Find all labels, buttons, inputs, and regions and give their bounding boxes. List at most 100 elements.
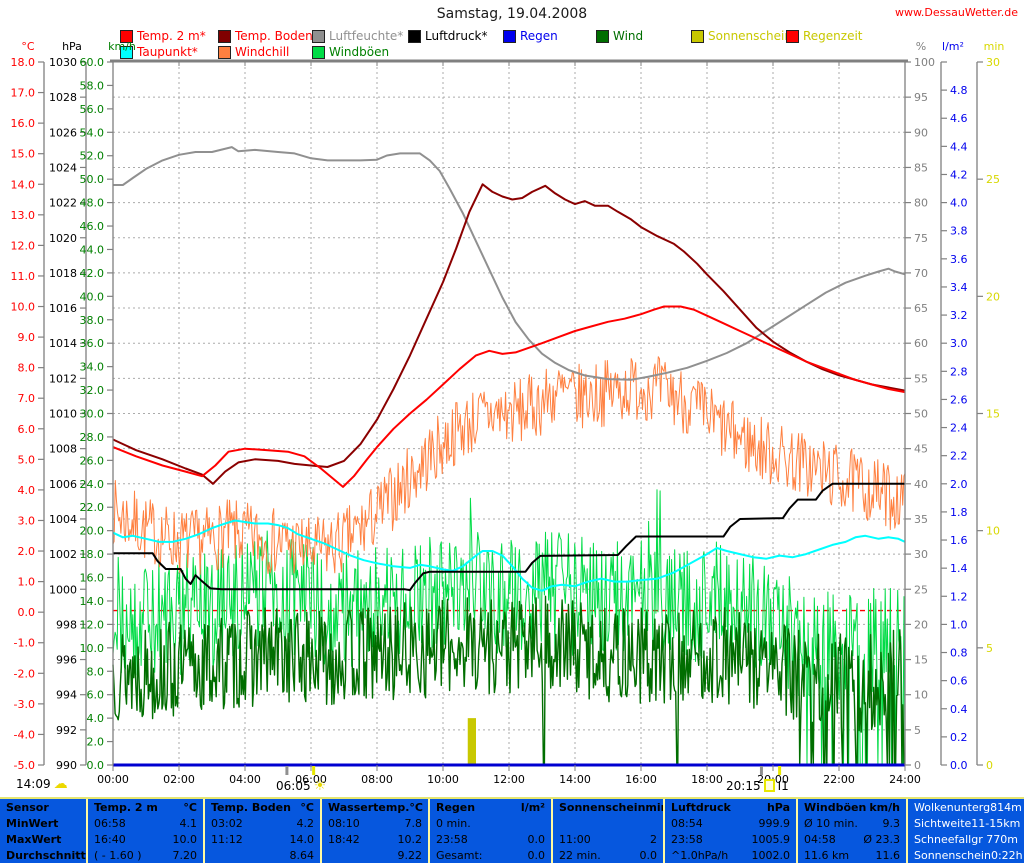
legend-label: Temp. Boden* xyxy=(235,29,319,43)
legend-item-regen: Regen xyxy=(503,29,558,43)
svg-text:5.0: 5.0 xyxy=(18,453,36,466)
svg-text:0.6: 0.6 xyxy=(950,675,968,688)
table-cell-windb-en: 11.6 km 11.6 xyxy=(798,847,908,863)
table-cell-wassertemp: 9.22 xyxy=(322,847,430,863)
table-cell-luftdruck: 23:58 1005.9 xyxy=(665,831,798,847)
svg-text:46.0: 46.0 xyxy=(80,220,105,233)
legend-item-temp-boden: Temp. Boden* xyxy=(218,29,319,43)
table-cell-temp-boden: 03:02 4.2 xyxy=(205,815,322,831)
svg-text:10:00: 10:00 xyxy=(427,773,459,786)
svg-text:22:00: 22:00 xyxy=(823,773,855,786)
svg-text:1004: 1004 xyxy=(49,513,77,526)
table-cell-luftdruck: 08:54 999.9 xyxy=(665,815,798,831)
svg-text:24.0: 24.0 xyxy=(80,478,105,491)
legend-swatch-taupunkt xyxy=(120,45,133,59)
info-cell-sichtweite: Sichtweite 11-15km xyxy=(914,816,1021,830)
table-cell-temp-boden: 8.64 xyxy=(205,847,322,863)
series-temp-2m xyxy=(112,305,906,488)
svg-text:13.0: 13.0 xyxy=(11,209,36,222)
svg-text:1.2: 1.2 xyxy=(950,590,968,603)
svg-text:14:00: 14:00 xyxy=(559,773,591,786)
svg-text:hPa: hPa xyxy=(62,40,82,53)
svg-text:90: 90 xyxy=(914,126,928,139)
table-cell-temp-2-m: ( - 1.60 ) 7.20 xyxy=(88,847,205,863)
svg-text:11.0: 11.0 xyxy=(11,270,36,283)
svg-text:1010: 1010 xyxy=(49,408,77,421)
svg-text:9.0: 9.0 xyxy=(18,331,36,344)
svg-text:22.0: 22.0 xyxy=(80,501,105,514)
svg-text:4.0: 4.0 xyxy=(950,197,968,210)
legend-item-windb-en: Windböen xyxy=(312,45,389,59)
svg-text:1002: 1002 xyxy=(49,548,77,561)
table-cell-sonnenschein: 22 min. 0.0 xyxy=(553,847,665,863)
svg-text:0.0: 0.0 xyxy=(950,759,968,772)
table-header-temp-boden: Temp. Boden °C xyxy=(205,799,322,815)
legend-swatch-sonnenschein xyxy=(691,29,704,43)
legend-item-taupunkt: Taupunkt* xyxy=(120,45,198,59)
legend-item-luftdruck: Luftdruck* xyxy=(408,29,488,43)
svg-text:00:00: 00:00 xyxy=(97,773,129,786)
svg-text:3.0: 3.0 xyxy=(18,514,36,527)
svg-text:2.0: 2.0 xyxy=(18,545,36,558)
svg-text:12:00: 12:00 xyxy=(493,773,525,786)
legend-item-sonnenschein: Sonnenschein xyxy=(691,29,792,43)
table-cell-sonnenschein xyxy=(553,815,665,831)
legend-swatch-temp-boden xyxy=(218,29,231,43)
legend-label: Sonnenschein xyxy=(708,29,792,43)
sunrise-time-label: 06:05 xyxy=(276,779,311,793)
site-link[interactable]: www.DessauWetter.de xyxy=(894,6,1018,19)
svg-text:10.0: 10.0 xyxy=(11,301,36,314)
svg-text:06:00: 06:00 xyxy=(295,773,327,786)
svg-text:14.0: 14.0 xyxy=(80,595,105,608)
svg-text:20: 20 xyxy=(914,618,928,631)
svg-text:32.0: 32.0 xyxy=(80,384,105,397)
svg-text:24:00: 24:00 xyxy=(889,773,921,786)
sunset-marker: 20:15 I1 xyxy=(726,779,789,792)
series-sonnenschein xyxy=(467,718,476,765)
series-luftdruck xyxy=(113,482,905,592)
svg-text:12.0: 12.0 xyxy=(80,618,105,631)
svg-text:2.0: 2.0 xyxy=(950,478,968,491)
svg-text:10: 10 xyxy=(914,689,928,702)
svg-text:996: 996 xyxy=(56,654,77,667)
svg-text:20.0: 20.0 xyxy=(80,525,105,538)
table-cell-temp-2-m: 16:40 10.0 xyxy=(88,831,205,847)
svg-text:26.0: 26.0 xyxy=(80,454,105,467)
svg-text:08:00: 08:00 xyxy=(361,773,393,786)
info-cell-sonnenschein: Sonnenschein 0:22h xyxy=(914,848,1023,862)
series-temp-boden xyxy=(112,183,906,485)
sunset-suffix-label: I1 xyxy=(777,778,789,793)
svg-text:1014: 1014 xyxy=(49,337,77,350)
svg-text:35: 35 xyxy=(914,513,928,526)
svg-text:6.0: 6.0 xyxy=(18,423,36,436)
svg-text:1016: 1016 xyxy=(49,302,77,315)
svg-text:42.0: 42.0 xyxy=(80,267,105,280)
table-cell-regen: 0 min. xyxy=(430,815,553,831)
svg-text:-2.0: -2.0 xyxy=(14,667,35,680)
svg-text:2.2: 2.2 xyxy=(950,450,968,463)
legend-item-temp-2-m: Temp. 2 m* xyxy=(120,29,206,43)
info-cell-schneefallgr: Schneefallgr 770m xyxy=(914,832,1018,846)
svg-text:1020: 1020 xyxy=(49,232,77,245)
svg-text:5: 5 xyxy=(986,642,993,655)
svg-text:1006: 1006 xyxy=(49,478,77,491)
svg-text:65: 65 xyxy=(914,302,928,315)
svg-text:5: 5 xyxy=(914,724,921,737)
svg-text:2.6: 2.6 xyxy=(950,393,968,406)
legend-swatch-luftfeuchte xyxy=(312,29,325,43)
legend-item-regenzeit: Regenzeit xyxy=(786,29,863,43)
svg-text:100: 100 xyxy=(914,56,935,69)
axis-min: 30 25 20 15 10 5 0 min xyxy=(976,40,1004,772)
svg-text:18.0: 18.0 xyxy=(11,56,36,69)
legend-item-windchill: Windchill xyxy=(218,45,289,59)
svg-text:30: 30 xyxy=(914,548,928,561)
stats-table: Sensor Temp. 2 m °C Temp. Boden °C Wassertemp… xyxy=(0,797,1024,863)
svg-text:34.0: 34.0 xyxy=(80,361,105,374)
page-title: Samstag, 19.04.2008 xyxy=(436,6,588,22)
svg-text:7.0: 7.0 xyxy=(18,392,36,405)
svg-text:1030: 1030 xyxy=(49,56,77,69)
svg-text:75: 75 xyxy=(914,232,928,245)
axis-c: 18.0 17.0 16.0 15.0 14.0 13.0 12.0 11.0 10.0 9.0 8… xyxy=(11,40,45,772)
svg-text:0.8: 0.8 xyxy=(950,647,968,660)
